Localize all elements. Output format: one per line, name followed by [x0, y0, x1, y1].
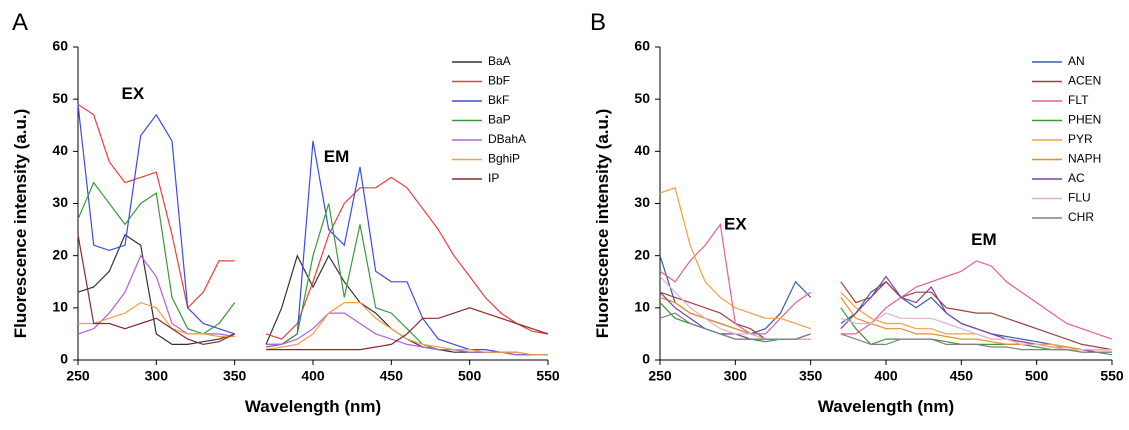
y-tick-label: 0	[642, 351, 650, 367]
annotation: EM	[971, 230, 997, 249]
series-line	[77, 234, 549, 351]
y-tick-label: 30	[52, 194, 68, 210]
series-line	[659, 222, 1113, 340]
x-tick-label: 400	[301, 368, 325, 384]
series-line	[659, 187, 1112, 351]
annotation: EX	[724, 215, 747, 234]
series-line	[77, 103, 549, 340]
legend-label: BbF	[488, 74, 510, 88]
y-tick-label: 0	[60, 351, 68, 367]
y-tick-label: 20	[634, 246, 650, 262]
legend-label: BaA	[488, 54, 511, 68]
series-line	[77, 233, 548, 356]
legend-label: FLT	[1068, 93, 1089, 107]
y-axis-label: Fluorescence intensity (a.u.)	[11, 109, 30, 339]
y-tick-label: 60	[634, 38, 650, 54]
panel-label: B	[590, 9, 606, 36]
legend-label: BkF	[488, 93, 509, 107]
y-tick-label: 40	[52, 142, 68, 158]
x-tick-label: 350	[223, 368, 247, 384]
panel-label: A	[12, 9, 28, 36]
x-tick-label: 300	[724, 368, 748, 384]
legend-label: NAPH	[1068, 152, 1101, 166]
x-tick-label: 250	[648, 368, 672, 384]
legend-label: PYR	[1068, 132, 1093, 146]
legend-label: AN	[1068, 54, 1085, 68]
y-tick-label: 50	[634, 90, 650, 106]
y-axis-label: Fluorescence intensity (a.u.)	[593, 109, 612, 339]
x-tick-label: 300	[145, 368, 169, 384]
y-tick-label: 20	[52, 246, 68, 262]
legend-label: DBahA	[488, 132, 526, 146]
x-tick-label: 450	[950, 368, 974, 384]
y-tick-label: 10	[634, 299, 650, 315]
series-line	[77, 104, 548, 356]
series-line	[659, 312, 1112, 353]
x-tick-label: 550	[1100, 368, 1124, 384]
legend-label: BghiP	[488, 152, 520, 166]
annotation: EX	[121, 84, 144, 103]
legend-label: BaP	[488, 113, 511, 127]
x-tick-label: 400	[874, 368, 898, 384]
x-tick-label: 500	[1025, 368, 1049, 384]
series-line	[78, 301, 548, 356]
legend-label: IP	[488, 171, 499, 185]
x-tick-label: 500	[458, 368, 482, 384]
legend-label: CHR	[1068, 210, 1094, 224]
y-tick-label: 30	[634, 194, 650, 210]
y-tick-label: 60	[52, 38, 68, 54]
legend-label: FLU	[1068, 191, 1091, 205]
y-tick-label: 40	[634, 142, 650, 158]
legend-label: ACEN	[1068, 74, 1101, 88]
x-tick-label: 550	[536, 368, 560, 384]
y-tick-label: 50	[52, 90, 68, 106]
annotation: EM	[324, 147, 350, 166]
x-tick-label: 250	[66, 368, 90, 384]
x-tick-label: 450	[380, 368, 404, 384]
x-axis-label: Wavelength (nm)	[818, 397, 954, 416]
x-axis-label: Wavelength (nm)	[245, 397, 381, 416]
x-tick-label: 350	[799, 368, 823, 384]
series-line	[659, 275, 1112, 353]
legend-label: AC	[1068, 171, 1085, 185]
y-tick-label: 10	[52, 299, 68, 315]
legend-label: PHEN	[1068, 113, 1101, 127]
